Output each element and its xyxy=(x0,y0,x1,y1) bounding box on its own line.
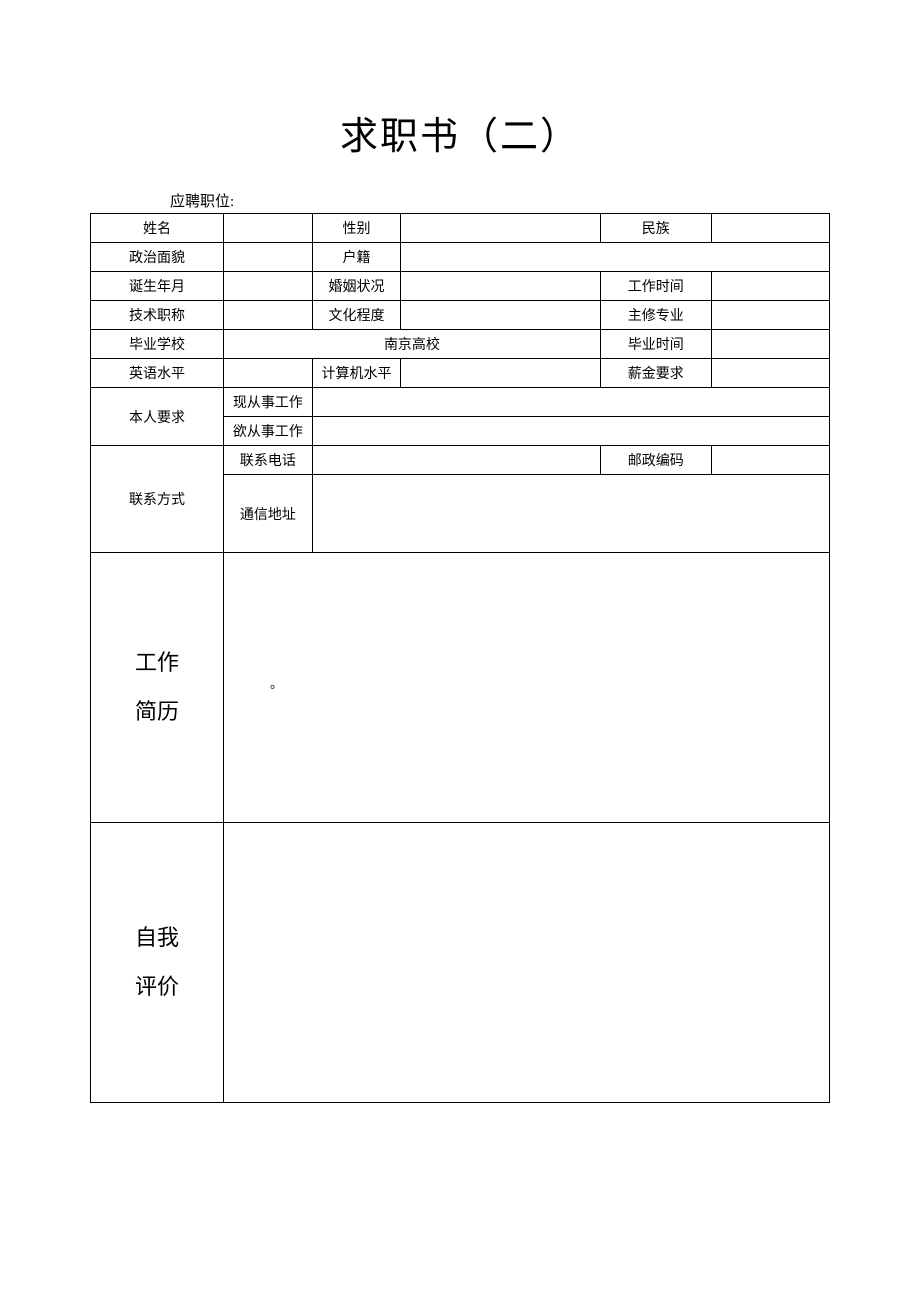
label-phone: 联系电话 xyxy=(224,446,313,475)
label-worktime: 工作时间 xyxy=(600,272,711,301)
value-birth xyxy=(224,272,313,301)
value-gradtime xyxy=(711,330,829,359)
value-name xyxy=(224,214,313,243)
label-residence: 户籍 xyxy=(312,243,401,272)
workhistory-line1: 工作 xyxy=(135,650,179,675)
selfeval-line1: 自我 xyxy=(135,925,179,950)
label-ethnicity: 民族 xyxy=(600,214,711,243)
label-postcode: 邮政编码 xyxy=(600,446,711,475)
label-contact: 联系方式 xyxy=(91,446,224,553)
value-postcode xyxy=(711,446,829,475)
document-title: 求职书（二） xyxy=(90,105,830,160)
label-gradtime: 毕业时间 xyxy=(600,330,711,359)
label-salary: 薪金要求 xyxy=(600,359,711,388)
value-address xyxy=(312,475,829,553)
label-selfeval: 自我 评价 xyxy=(91,823,224,1103)
label-address: 通信地址 xyxy=(224,475,313,553)
label-name: 姓名 xyxy=(91,214,224,243)
workhistory-line2: 简历 xyxy=(135,699,179,724)
value-ethnicity xyxy=(711,214,829,243)
label-desiredwork: 欲从事工作 xyxy=(224,417,313,446)
label-selfreq: 本人要求 xyxy=(91,388,224,446)
label-workhistory: 工作 简历 xyxy=(91,553,224,823)
label-major: 主修专业 xyxy=(600,301,711,330)
value-worktime xyxy=(711,272,829,301)
label-education: 文化程度 xyxy=(312,301,401,330)
value-desiredwork xyxy=(312,417,829,446)
label-currentwork: 现从事工作 xyxy=(224,388,313,417)
label-computer: 计算机水平 xyxy=(312,359,401,388)
value-education xyxy=(401,301,601,330)
label-techtitle: 技术职称 xyxy=(91,301,224,330)
value-techtitle xyxy=(224,301,313,330)
value-marital xyxy=(401,272,601,301)
value-english xyxy=(224,359,313,388)
label-marital: 婚姻状况 xyxy=(312,272,401,301)
label-gender: 性别 xyxy=(312,214,401,243)
value-computer xyxy=(401,359,601,388)
value-salary xyxy=(711,359,829,388)
label-political: 政治面貌 xyxy=(91,243,224,272)
label-english: 英语水平 xyxy=(91,359,224,388)
resume-form-table: 姓名 性别 民族 政治面貌 户籍 诞生年月 婚姻状况 工作时间 技术职称 xyxy=(90,213,830,1103)
value-currentwork xyxy=(312,388,829,417)
value-gradschool: 南京高校 xyxy=(224,330,601,359)
value-phone xyxy=(312,446,600,475)
value-gender xyxy=(401,214,601,243)
value-workhistory: 。 xyxy=(224,553,830,823)
value-residence xyxy=(401,243,830,272)
position-label: 应聘职位: xyxy=(170,190,830,211)
value-major xyxy=(711,301,829,330)
value-selfeval xyxy=(224,823,830,1103)
label-gradschool: 毕业学校 xyxy=(91,330,224,359)
selfeval-line2: 评价 xyxy=(135,974,179,999)
label-birth: 诞生年月 xyxy=(91,272,224,301)
value-political xyxy=(224,243,313,272)
